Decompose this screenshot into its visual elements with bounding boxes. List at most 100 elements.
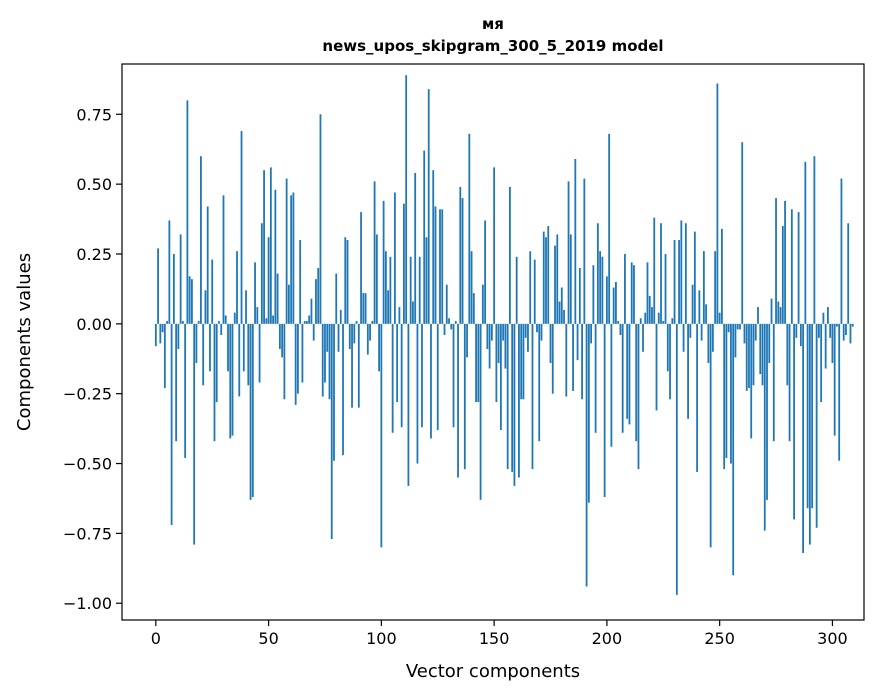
bar	[824, 323, 827, 369]
bar	[633, 265, 635, 324]
bar	[278, 323, 281, 349]
y-tick-label: 0.50	[76, 175, 112, 194]
bar	[842, 323, 845, 341]
bar	[457, 323, 459, 478]
bar	[621, 323, 624, 433]
bar	[804, 161, 807, 324]
bar	[175, 323, 178, 442]
bar	[470, 251, 473, 324]
bar	[209, 323, 211, 372]
bar	[400, 323, 403, 428]
ticks-group: 0 50 100 150 200 250 300 0.75 0.50 0.25 0.00 −0.25 −…	[63, 105, 848, 648]
bar	[700, 323, 703, 341]
bar	[554, 245, 556, 324]
bar	[678, 240, 680, 324]
bar	[520, 323, 523, 400]
bar	[254, 262, 256, 324]
bar	[466, 323, 468, 358]
y-tick-label: 0.25	[76, 245, 112, 264]
bar	[757, 307, 759, 324]
bar	[191, 279, 193, 324]
bar	[736, 323, 739, 330]
bar	[635, 323, 638, 442]
bar	[159, 323, 162, 344]
bar	[427, 89, 430, 324]
bar	[646, 262, 649, 324]
bar	[799, 323, 802, 347]
bar	[581, 323, 583, 400]
bar	[509, 186, 511, 324]
bar	[484, 220, 486, 324]
bar	[836, 323, 838, 327]
bar	[705, 304, 708, 324]
bar	[596, 223, 599, 324]
bar	[231, 323, 234, 436]
bar	[781, 226, 784, 324]
bar	[660, 223, 662, 324]
x-tick-label: 150	[479, 629, 510, 648]
bar	[213, 323, 216, 442]
bar	[786, 323, 789, 386]
bar	[549, 323, 552, 363]
bar	[766, 323, 768, 500]
bar	[698, 290, 701, 324]
bar	[328, 323, 331, 400]
bar	[790, 209, 793, 324]
bar	[423, 150, 426, 324]
bar	[461, 198, 464, 324]
bar	[227, 323, 229, 372]
bar	[357, 323, 360, 408]
bar	[348, 323, 351, 349]
bar	[391, 323, 394, 433]
bar	[339, 309, 342, 324]
bar	[215, 323, 218, 403]
bar	[684, 223, 687, 324]
bar	[669, 323, 671, 400]
bar	[639, 318, 642, 324]
bar	[572, 323, 574, 391]
bar	[833, 323, 836, 436]
bar	[378, 323, 380, 372]
bar	[849, 323, 852, 344]
bar	[490, 323, 493, 341]
bar	[292, 192, 295, 324]
bar	[362, 293, 365, 324]
y-tick-label: 0.75	[76, 105, 112, 124]
bar	[502, 323, 505, 341]
bar	[551, 323, 554, 394]
bar	[499, 323, 502, 431]
bar	[518, 323, 520, 478]
bar	[797, 212, 800, 324]
bar	[168, 220, 171, 324]
bar	[531, 323, 534, 470]
bar	[364, 293, 367, 324]
bar	[725, 323, 728, 458]
bar	[599, 251, 602, 324]
bar	[448, 318, 450, 324]
bar	[779, 307, 782, 324]
bar	[330, 323, 333, 539]
bar	[610, 323, 613, 447]
y-tick-label: −0.50	[63, 455, 112, 474]
bar	[412, 301, 414, 324]
bar	[795, 323, 798, 338]
bar	[590, 323, 592, 344]
bar	[297, 323, 299, 394]
bar	[240, 131, 243, 324]
bar	[851, 323, 854, 327]
bar	[242, 323, 245, 372]
bar	[188, 276, 191, 324]
bar	[249, 323, 252, 500]
plot-frame	[121, 63, 865, 621]
bar	[488, 323, 491, 369]
bar	[414, 172, 417, 324]
bar	[820, 323, 823, 403]
bar	[775, 198, 777, 324]
bar	[200, 156, 202, 324]
bar	[745, 323, 748, 391]
bar	[716, 83, 719, 324]
bar	[511, 323, 514, 472]
bar	[269, 167, 272, 324]
bar	[335, 273, 338, 324]
